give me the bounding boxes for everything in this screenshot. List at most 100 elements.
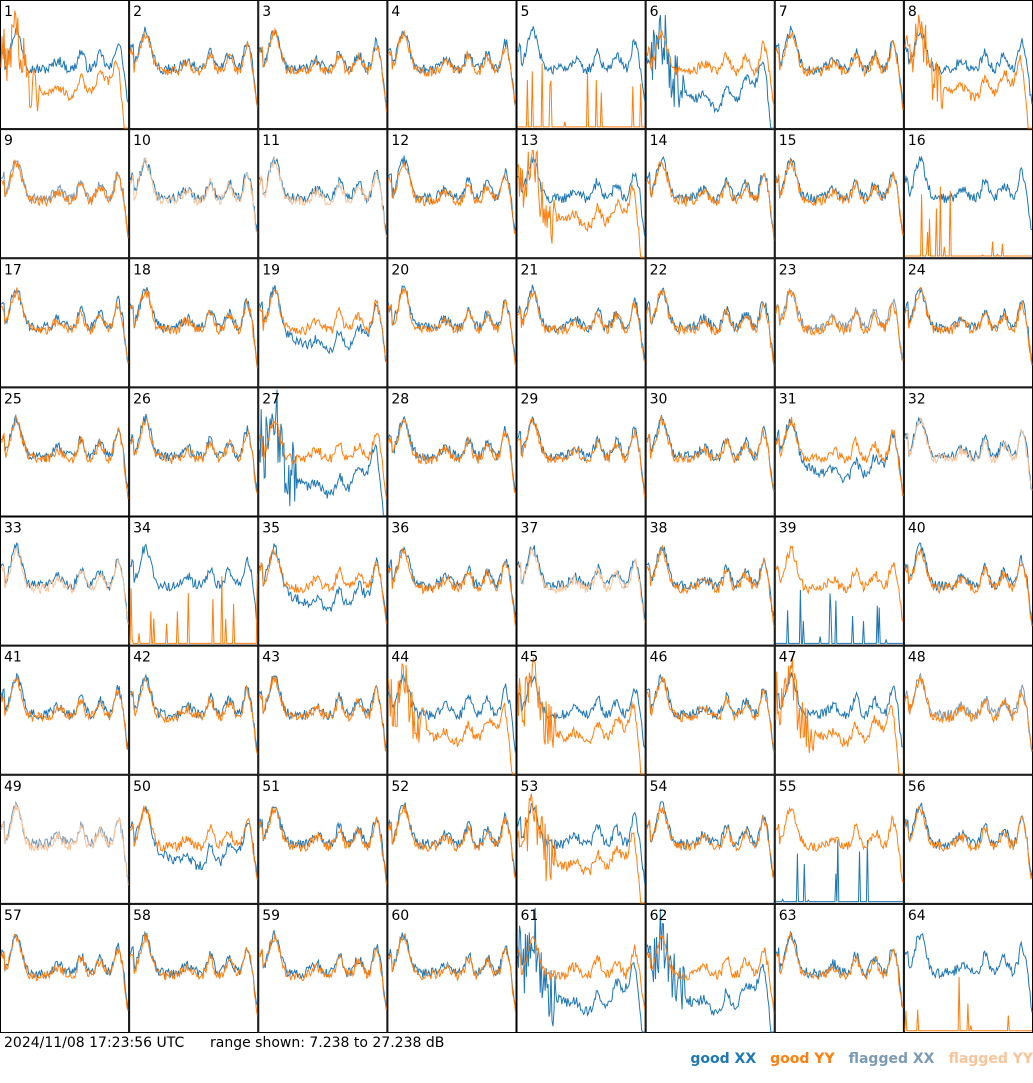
series-yy — [258, 548, 387, 624]
panel-9: 9 — [0, 129, 130, 259]
panel-label: 6 — [650, 4, 659, 20]
panel-label: 20 — [391, 262, 409, 278]
panel-label: 26 — [133, 391, 151, 407]
series-yy — [775, 158, 904, 236]
series-yy — [904, 548, 1033, 627]
panel-frame — [258, 516, 388, 646]
panel-5: 5 — [516, 0, 646, 130]
series-yy — [0, 415, 129, 500]
panel-frame — [0, 516, 130, 646]
panel-44: 44 — [387, 645, 517, 775]
series-xx — [129, 806, 258, 880]
panel-14: 14 — [645, 129, 775, 259]
series-yy — [904, 286, 1033, 366]
panel-49: 49 — [0, 774, 130, 904]
series-yy — [388, 30, 516, 107]
series-yy — [517, 793, 645, 904]
panel-3: 3 — [258, 0, 388, 130]
panel-8: 8 — [903, 0, 1033, 130]
panel-11: 11 — [258, 129, 388, 259]
panel-48: 48 — [903, 645, 1033, 775]
panel-frame — [903, 387, 1033, 517]
legend-flagged-yy: flagged YY — [948, 1051, 1033, 1067]
panel-label: 64 — [908, 908, 926, 924]
panel-label: 58 — [133, 908, 151, 924]
series-xx — [775, 418, 904, 497]
panel-label: 24 — [908, 262, 926, 278]
panel-label: 32 — [908, 391, 926, 407]
series-xx — [646, 14, 774, 129]
panel-label: 1 — [4, 4, 13, 20]
series-yy — [646, 160, 775, 241]
series-yy — [387, 547, 516, 629]
series-yy — [904, 14, 1032, 129]
panel-23: 23 — [774, 258, 904, 388]
panel-64: 64 — [903, 903, 1033, 1033]
series-yy — [517, 149, 645, 258]
panel-16: 16 — [903, 129, 1033, 259]
series-yy — [129, 31, 258, 108]
panel-63: 63 — [774, 903, 904, 1033]
series-xx — [775, 290, 904, 361]
panel-57: 57 — [0, 903, 130, 1033]
panel-62: 62 — [645, 903, 775, 1033]
panel-label: 55 — [779, 779, 797, 795]
panel-43: 43 — [258, 645, 388, 775]
panel-label: 7 — [779, 4, 788, 20]
panel-label: 35 — [262, 521, 280, 537]
series-xx — [129, 543, 258, 620]
series-yy — [0, 10, 129, 129]
panel-label: 52 — [391, 779, 409, 795]
series-yy — [0, 676, 129, 751]
series-xx — [0, 27, 129, 103]
series-xx — [0, 160, 129, 238]
series-yy — [0, 548, 129, 625]
panel-frame — [129, 645, 259, 775]
panel-frame — [258, 258, 388, 388]
panel-label: 45 — [521, 650, 539, 666]
panel-label: 49 — [4, 779, 22, 795]
panel-frame — [129, 258, 259, 388]
panel-label: 48 — [908, 650, 926, 666]
series-yy — [646, 807, 775, 879]
panel-53: 53 — [516, 774, 646, 904]
panel-20: 20 — [387, 258, 517, 388]
panel-label: 13 — [521, 133, 539, 149]
panel-56: 56 — [903, 774, 1033, 904]
series-yy — [387, 804, 516, 879]
series-yy — [387, 286, 516, 368]
series-xx — [517, 284, 646, 362]
series-yy — [646, 29, 775, 106]
panel-22: 22 — [645, 258, 775, 388]
series-yy — [258, 27, 387, 112]
panel-42: 42 — [129, 645, 259, 775]
panel-frame — [774, 258, 904, 388]
panel-59: 59 — [258, 903, 388, 1033]
series-yy — [646, 414, 775, 492]
panel-41: 41 — [0, 645, 130, 775]
panel-label: 54 — [650, 779, 668, 795]
series-yy — [517, 417, 646, 498]
series-yy — [0, 158, 129, 239]
series-yy — [904, 186, 1032, 257]
series-yy — [258, 156, 387, 238]
panel-label: 43 — [262, 650, 280, 666]
panel-frame — [516, 645, 646, 775]
panel-label: 57 — [4, 908, 22, 924]
panel-1: 1 — [0, 0, 130, 130]
series-xx — [775, 840, 903, 903]
series-xx — [129, 413, 258, 494]
series-yy — [775, 655, 903, 775]
panel-60: 60 — [387, 903, 517, 1033]
series-yy — [517, 290, 646, 362]
panel-17: 17 — [0, 258, 130, 388]
panel-18: 18 — [129, 258, 259, 388]
panel-46: 46 — [645, 645, 775, 775]
series-yy — [517, 63, 645, 128]
series-yy — [775, 31, 904, 110]
series-yy — [904, 674, 1033, 752]
panel-frame — [129, 774, 259, 904]
series-yy — [387, 418, 516, 493]
panel-frame — [774, 387, 904, 517]
panel-frame — [258, 903, 388, 1033]
